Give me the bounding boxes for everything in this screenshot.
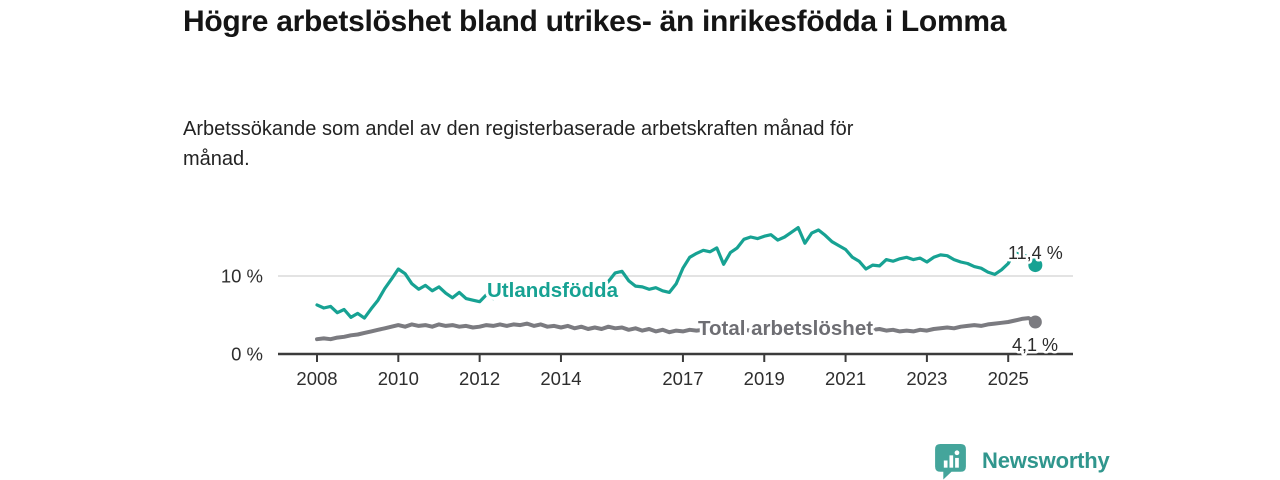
- x-tick-label: 2019: [744, 368, 785, 389]
- x-tick-label: 2012: [459, 368, 500, 389]
- series-line-1: [315, 316, 1038, 342]
- series-end-value-0: 11,4 %: [1008, 243, 1063, 263]
- series-end-value-1: 4,1 %: [1012, 335, 1058, 355]
- logo-bar-medium: [955, 457, 959, 468]
- chart-title: Högre arbetslöshet bland utrikes- än inr…: [183, 5, 1007, 38]
- logo-bar-tall: [949, 455, 954, 468]
- x-tick-label: 2008: [296, 368, 337, 389]
- newsworthy-logo-icon: [935, 444, 966, 480]
- x-tick-label: 2010: [378, 368, 419, 389]
- x-tick-label: 2021: [825, 368, 866, 389]
- brand-name: Newsworthy: [982, 448, 1110, 473]
- logo-dot: [954, 450, 960, 456]
- y-tick-label: 0 %: [231, 344, 263, 365]
- x-tick-label: 2017: [662, 368, 703, 389]
- y-tick-label: 10 %: [221, 266, 263, 287]
- chart-subtitle: Arbetssökande som andel av den registerb…: [183, 118, 854, 171]
- series-end-dot-0: [1028, 258, 1043, 273]
- series-line-0: [315, 226, 1037, 320]
- x-tick-label: 2014: [540, 368, 581, 389]
- x-tick-label: 2023: [906, 368, 947, 389]
- brand-footer: Newsworthy: [932, 442, 1110, 480]
- series-end-dot-1: [1028, 315, 1042, 329]
- logo-bar-small: [943, 460, 948, 468]
- series-label-0: Utlandsfödda: [487, 279, 619, 302]
- series-label-1: Total arbetslöshet: [698, 317, 873, 340]
- x-tick-label: 2025: [988, 368, 1029, 389]
